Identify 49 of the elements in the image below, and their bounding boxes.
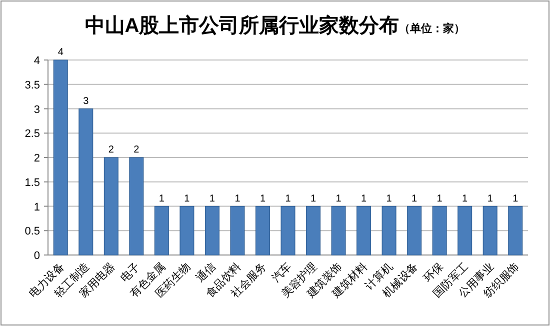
data-label: 1: [386, 193, 392, 204]
data-label: 1: [412, 193, 418, 204]
data-label: 1: [184, 193, 190, 204]
y-tick-label: 3: [34, 104, 40, 116]
data-label: 2: [134, 144, 140, 156]
y-tick-label: 0.5: [24, 226, 40, 238]
bar: [53, 60, 68, 256]
bar: [255, 206, 270, 256]
bar: [382, 206, 396, 256]
bar: [204, 206, 220, 256]
y-tick-label: 3.5: [24, 79, 40, 92]
bar: [407, 206, 422, 256]
bar: [356, 206, 372, 256]
bar: [230, 206, 245, 256]
y-tick-label: 4: [34, 55, 40, 67]
y-tick-label: 2: [34, 152, 40, 164]
data-label: 1: [487, 193, 494, 204]
data-label: 1: [336, 193, 342, 204]
data-label: 1: [436, 193, 443, 204]
bar: [331, 206, 346, 256]
data-label: 4: [58, 47, 64, 58]
data-label: 2: [108, 144, 114, 156]
bar: [482, 206, 498, 256]
data-label: 1: [285, 193, 292, 204]
bar: [458, 206, 472, 256]
bar: [154, 206, 169, 256]
y-tick-label: 2.5: [24, 128, 40, 140]
bar: [432, 206, 447, 256]
data-label: 1: [361, 193, 368, 204]
y-tick-label: 1: [34, 201, 40, 214]
data-label: 1: [234, 193, 241, 204]
bar: [306, 206, 321, 256]
data-label: 1: [310, 193, 316, 204]
y-tick-label: 0: [34, 250, 40, 262]
bar: [508, 206, 523, 256]
data-label: 3: [83, 96, 90, 107]
data-label: 1: [158, 193, 165, 204]
data-label: 1: [209, 193, 216, 204]
bar: [280, 206, 296, 256]
data-label: 1: [462, 193, 468, 204]
bar: [180, 206, 194, 256]
chart-subtitle: （单位：家）: [399, 22, 466, 35]
bar: [104, 157, 118, 256]
bar: [78, 108, 94, 256]
data-label: 1: [512, 193, 519, 204]
y-tick-label: 1.5: [24, 176, 40, 189]
bar: [129, 157, 144, 256]
chart-title: 中山A股上市公司所属行业家数分布: [84, 14, 400, 37]
data-label: 1: [260, 193, 266, 204]
